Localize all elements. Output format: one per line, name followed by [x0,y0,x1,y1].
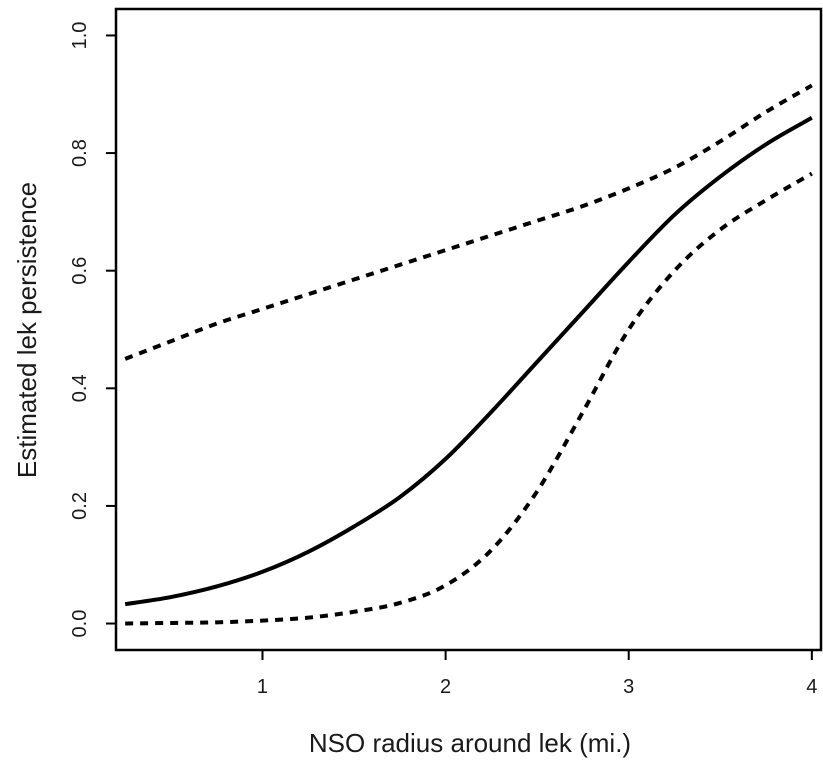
x-axis-label: NSO radius around lek (mi.) [309,728,631,758]
y-tick-label: 0.8 [69,139,91,167]
x-tick-label: 1 [257,676,268,698]
y-axis-label: Estimated lek persistence [12,182,42,478]
y-tick-label: 1.0 [69,22,91,50]
series-layer [124,83,813,626]
x-axis: 1 2 3 4 [257,650,817,698]
plot-frame [114,7,823,652]
estimate-line [124,116,813,607]
confidence-band-line [124,83,813,361]
y-axis: 0.0 0.2 0.4 0.6 0.8 1.0 [69,22,116,638]
confidence-band-line [125,171,813,626]
x-tick-label: 4 [806,676,817,698]
y-tick-label: 0.0 [69,610,91,638]
x-tick-label: 3 [623,676,634,698]
y-tick-label: 0.6 [69,257,91,285]
y-tick-label: 0.4 [69,374,91,402]
y-tick-label: 0.2 [69,492,91,520]
x-tick-label: 2 [440,676,451,698]
